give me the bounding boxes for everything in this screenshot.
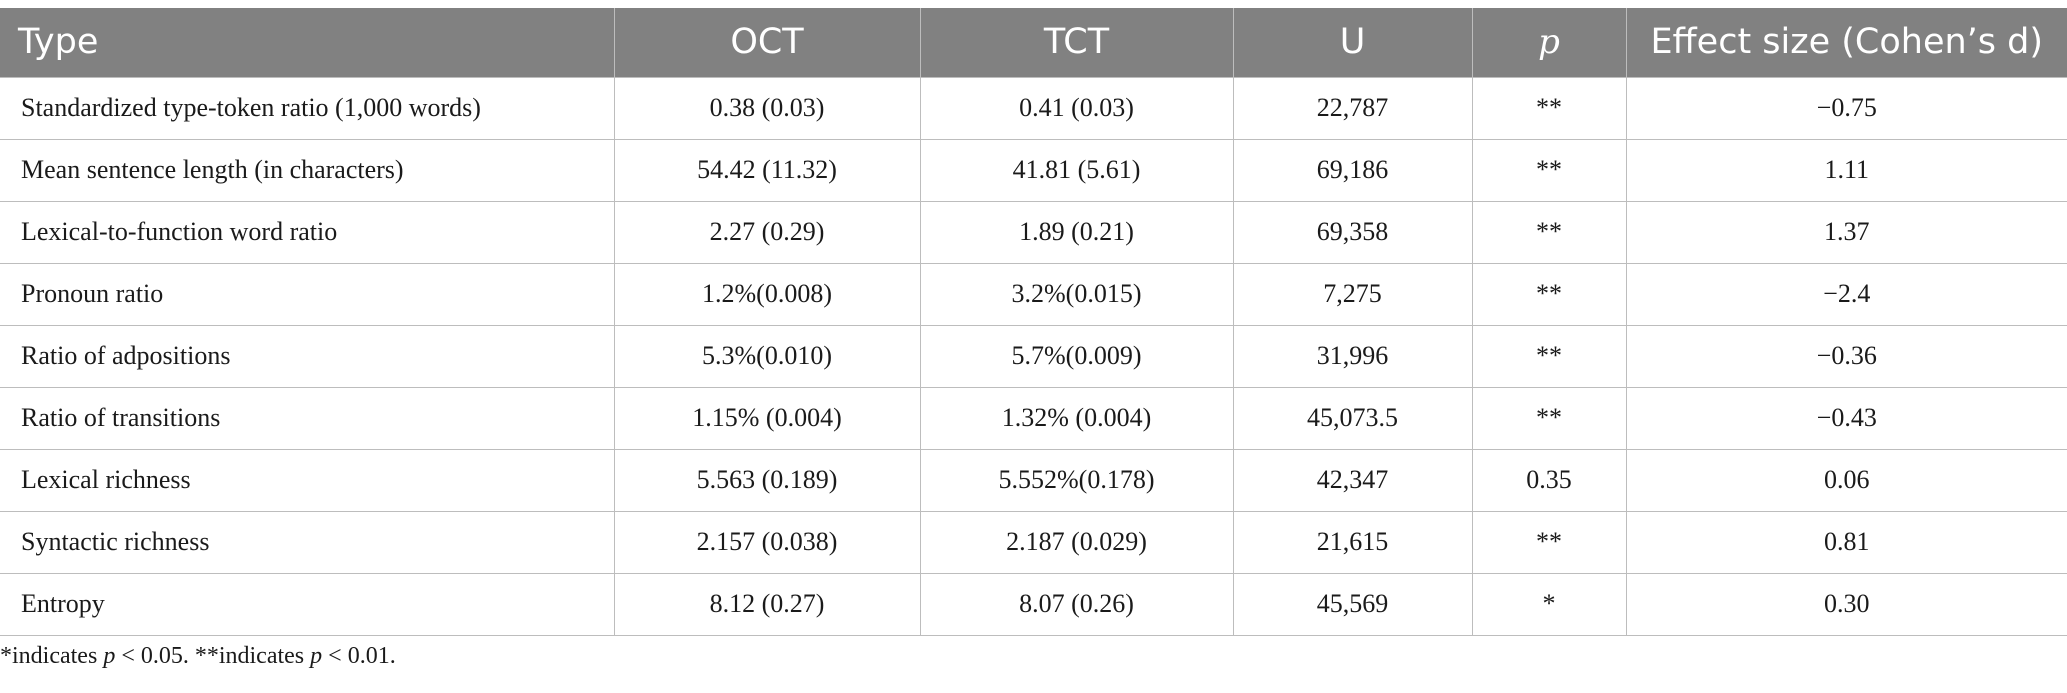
cell-oct: 2.157 (0.038) bbox=[613, 510, 921, 574]
cell-p: ** bbox=[1471, 386, 1627, 450]
header-tct: TCT bbox=[919, 8, 1233, 77]
cell-tct: 8.07 (0.26) bbox=[919, 572, 1234, 636]
table-row: Entropy 8.12 (0.27) 8.07 (0.26) 45,569 * 0.30 bbox=[0, 572, 2067, 636]
cell-tct: 2.187 (0.029) bbox=[919, 510, 1234, 574]
cell-oct: 1.2%(0.008) bbox=[613, 262, 921, 326]
cell-oct: 1.15% (0.004) bbox=[613, 386, 921, 450]
table-row: Lexical-to-function word ratio 2.27 (0.29… bbox=[0, 200, 2067, 264]
table-row: Standardized type-token ratio (1,000 wor… bbox=[0, 76, 2067, 140]
cell-effect-size: 1.37 bbox=[1625, 200, 2067, 264]
header-effect-size: Effect size (Cohen’s d) bbox=[1625, 8, 2067, 77]
cell-u: 22,787 bbox=[1232, 76, 1473, 140]
cell-effect-size: 1.11 bbox=[1625, 138, 2067, 202]
cell-tct: 5.7%(0.009) bbox=[919, 324, 1234, 388]
cell-u: 42,347 bbox=[1232, 448, 1473, 512]
cell-u: 45,569 bbox=[1232, 572, 1473, 636]
cell-tct: 1.32% (0.004) bbox=[919, 386, 1234, 450]
header-p: p bbox=[1471, 8, 1626, 77]
cell-type: Pronoun ratio bbox=[0, 262, 615, 326]
cell-effect-size: −2.4 bbox=[1625, 262, 2067, 326]
cell-type: Entropy bbox=[0, 572, 615, 636]
cell-effect-size: 0.30 bbox=[1625, 572, 2067, 636]
table-row: Lexical richness 5.563 (0.189) 5.552%(0.17… bbox=[0, 448, 2067, 512]
table-container: Type OCT TCT U p Effect size (Cohen’s d)… bbox=[0, 8, 2067, 636]
results-table: Type OCT TCT U p Effect size (Cohen’s d)… bbox=[0, 8, 2067, 636]
cell-oct: 5.3%(0.010) bbox=[613, 324, 921, 388]
cell-type: Ratio of transitions bbox=[0, 386, 615, 450]
cell-oct: 5.563 (0.189) bbox=[613, 448, 921, 512]
cell-tct: 0.41 (0.03) bbox=[919, 76, 1234, 140]
footnote-text-3: < 0.01. bbox=[322, 643, 396, 669]
table-row: Mean sentence length (in characters) 54.4… bbox=[0, 138, 2067, 202]
cell-tct: 1.89 (0.21) bbox=[919, 200, 1234, 264]
cell-tct: 3.2%(0.015) bbox=[919, 262, 1234, 326]
cell-oct: 8.12 (0.27) bbox=[613, 572, 921, 636]
cell-effect-size: 0.06 bbox=[1625, 448, 2067, 512]
cell-type: Lexical richness bbox=[0, 448, 615, 512]
header-row: Type OCT TCT U p Effect size (Cohen’s d) bbox=[0, 8, 2067, 77]
cell-p: ** bbox=[1471, 262, 1627, 326]
cell-oct: 54.42 (11.32) bbox=[613, 138, 921, 202]
table-row: Syntactic richness 2.157 (0.038) 2.187 (0.… bbox=[0, 510, 2067, 574]
cell-p: ** bbox=[1471, 138, 1627, 202]
cell-u: 21,615 bbox=[1232, 510, 1473, 574]
header-u: U bbox=[1232, 8, 1472, 77]
table-body: Standardized type-token ratio (1,000 wor… bbox=[0, 76, 2067, 636]
cell-type: Ratio of adpositions bbox=[0, 324, 615, 388]
cell-p: 0.35 bbox=[1471, 448, 1627, 512]
cell-type: Standardized type-token ratio (1,000 wor… bbox=[0, 76, 615, 140]
footnote-text-1: *indicates bbox=[0, 643, 104, 669]
cell-type: Mean sentence length (in characters) bbox=[0, 138, 615, 202]
cell-p: ** bbox=[1471, 200, 1627, 264]
cell-p: ** bbox=[1471, 76, 1627, 140]
header-oct: OCT bbox=[613, 8, 920, 77]
cell-effect-size: −0.36 bbox=[1625, 324, 2067, 388]
cell-u: 45,073.5 bbox=[1232, 386, 1473, 450]
cell-oct: 2.27 (0.29) bbox=[613, 200, 921, 264]
table-footnote: *indicates p < 0.05. **indicates p < 0.0… bbox=[0, 643, 396, 670]
cell-tct: 5.552%(0.178) bbox=[919, 448, 1234, 512]
table-row: Pronoun ratio 1.2%(0.008) 3.2%(0.015) 7,275… bbox=[0, 262, 2067, 326]
table-row: Ratio of adpositions 5.3%(0.010) 5.7%(0.00… bbox=[0, 324, 2067, 388]
cell-u: 31,996 bbox=[1232, 324, 1473, 388]
cell-type: Lexical-to-function word ratio bbox=[0, 200, 615, 264]
cell-p: ** bbox=[1471, 324, 1627, 388]
header-type: Type bbox=[18, 22, 99, 63]
cell-effect-size: −0.43 bbox=[1625, 386, 2067, 450]
footnote-p-1: p bbox=[103, 643, 116, 669]
cell-p: ** bbox=[1471, 510, 1627, 574]
table-row: Ratio of transitions 1.15% (0.004) 1.32% (… bbox=[0, 386, 2067, 450]
cell-tct: 41.81 (5.61) bbox=[919, 138, 1234, 202]
footnote-p-2: p bbox=[310, 643, 323, 669]
cell-effect-size: −0.75 bbox=[1625, 76, 2067, 140]
cell-p: * bbox=[1471, 572, 1627, 636]
cell-u: 7,275 bbox=[1232, 262, 1473, 326]
cell-effect-size: 0.81 bbox=[1625, 510, 2067, 574]
cell-u: 69,186 bbox=[1232, 138, 1473, 202]
cell-type: Syntactic richness bbox=[0, 510, 615, 574]
cell-u: 69,358 bbox=[1232, 200, 1473, 264]
footnote-text-2: < 0.05. **indicates bbox=[115, 643, 311, 669]
cell-oct: 0.38 (0.03) bbox=[613, 76, 921, 140]
